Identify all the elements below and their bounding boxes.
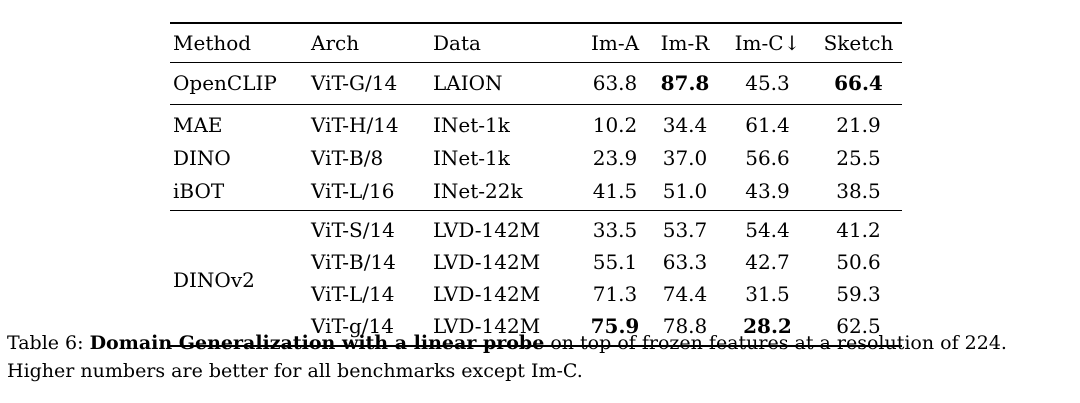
table-row-mae: MAE ViT-H/14 INet-1k 10.2 34.4 61.4 21.9: [170, 105, 902, 142]
cell-im-a: 41.5: [580, 174, 650, 211]
table-row-ibot: iBOT ViT-L/16 INet-22k 41.5 51.0 43.9 38…: [170, 174, 902, 211]
cell-im-r: 74.4: [662, 282, 708, 306]
group-dinov2: DINOv2 ViT-S/14 LVD-142M 33.5 53.7 54.4 …: [170, 211, 902, 347]
cell-im-a: 23.9: [592, 145, 638, 170]
cell-im-r: 78.8: [662, 314, 708, 338]
cell-im-c: 42.7: [745, 250, 790, 274]
cell-im-c: 54.4: [745, 218, 790, 242]
caption-line-2: Higher numbers are better for all benchm…: [7, 360, 583, 382]
cell-im-r: 34.4: [662, 112, 708, 137]
caption-rest: on top of frozen features at a resolutio…: [544, 332, 1007, 354]
cell-data: LVD-142M: [433, 314, 541, 338]
table-row-dinov2-b: ViT-B/14 LVD-142M 55.1 63.3 42.7 50.6: [170, 246, 902, 278]
cell-im-a: 55.1: [592, 250, 638, 274]
cell-im-r: 51.0: [650, 174, 720, 211]
group-openclip: OpenCLIP ViT-G/14 LAION 63.8 87.8 45.3 6…: [170, 62, 902, 105]
table-caption: Table 6: Domain Generalization with a li…: [7, 329, 1077, 385]
cell-im-a-best: 75.9: [590, 314, 640, 338]
table-row-dinov2-g: ViT-g/14 LVD-142M 75.9 78.8 28.2 62.5: [170, 310, 902, 346]
cell-data: INet-22k: [430, 174, 580, 211]
cell-im-r: 37.0: [662, 145, 708, 170]
cell-im-c: 31.5: [745, 282, 790, 306]
table-row-dinov2-s: DINOv2 ViT-S/14 LVD-142M 33.5 53.7 54.4 …: [170, 211, 902, 292]
cell-sketch: 41.2: [836, 218, 881, 242]
cell-method: DINO: [173, 145, 231, 170]
cell-arch: ViT-H/14: [311, 112, 399, 137]
caption-bold-title: Domain Generalization with a linear prob…: [89, 332, 545, 354]
results-table-container: Method Arch Data Im-A Im-R Im-C↓ Sketch …: [170, 22, 902, 347]
cell-method: iBOT: [170, 174, 308, 211]
results-table: Method Arch Data Im-A Im-R Im-C↓ Sketch …: [170, 22, 902, 347]
cell-data: LVD-142M: [433, 250, 541, 274]
cell-sketch: 59.3: [836, 282, 881, 306]
col-header-sketch: Sketch: [815, 23, 902, 63]
cell-arch: ViT-g/14: [311, 314, 394, 338]
cell-im-a: 63.8: [580, 62, 650, 105]
cell-data: LVD-142M: [433, 218, 541, 242]
cell-method: MAE: [173, 112, 223, 137]
col-header-im-a: Im-A: [580, 23, 650, 63]
table-row-openclip: OpenCLIP ViT-G/14 LAION 63.8 87.8 45.3 6…: [170, 62, 902, 105]
cell-data: INet-1k: [433, 112, 510, 137]
cell-sketch: 38.5: [815, 174, 902, 211]
cell-im-a: 10.2: [592, 112, 638, 137]
col-header-arch: Arch: [308, 23, 430, 63]
cell-im-a: 71.3: [592, 282, 638, 306]
cell-im-c: 56.6: [745, 145, 790, 170]
cell-data: INet-1k: [433, 145, 510, 170]
cell-sketch: 62.5: [836, 314, 881, 338]
cell-arch: ViT-L/14: [311, 282, 395, 306]
cell-sketch: 21.9: [836, 112, 881, 137]
cell-data: LVD-142M: [433, 282, 541, 306]
cell-sketch-best: 66.4: [815, 62, 902, 105]
cell-im-c: 61.4: [745, 112, 790, 137]
cell-method-dinov2: DINOv2: [173, 267, 255, 292]
col-header-data: Data: [430, 23, 580, 63]
cell-im-r: 63.3: [662, 250, 708, 274]
cell-im-r: 53.7: [662, 218, 708, 242]
cell-im-c-best: 28.2: [743, 314, 792, 338]
cell-sketch: 50.6: [836, 250, 881, 274]
cell-arch: ViT-B/8: [311, 145, 384, 170]
cell-im-c: 43.9: [720, 174, 815, 211]
col-header-im-c-down: Im-C↓: [720, 23, 815, 63]
cell-im-r-best: 87.8: [650, 62, 720, 105]
caption-label: Table 6:: [7, 332, 90, 354]
cell-data: LAION: [430, 62, 580, 105]
cell-arch: ViT-S/14: [311, 218, 395, 242]
table-row-dinov2-l: ViT-L/14 LVD-142M 71.3 74.4 31.5 59.3: [170, 278, 902, 310]
cell-arch: ViT-L/16: [308, 174, 430, 211]
cell-arch: ViT-G/14: [308, 62, 430, 105]
group-baselines: MAE ViT-H/14 INet-1k 10.2 34.4 61.4 21.9…: [170, 105, 902, 211]
cell-arch: ViT-B/14: [311, 250, 396, 274]
caption-line-1: Table 6: Domain Generalization with a li…: [7, 332, 1007, 354]
cell-im-a: 33.5: [592, 218, 638, 242]
col-header-method: Method: [170, 23, 308, 63]
col-header-im-r: Im-R: [650, 23, 720, 63]
table-row-dino: DINO ViT-B/8 INet-1k 23.9 37.0 56.6 25.5: [170, 141, 902, 174]
cell-im-c: 45.3: [720, 62, 815, 105]
cell-sketch: 25.5: [836, 145, 881, 170]
cell-method: OpenCLIP: [170, 62, 308, 105]
header-row: Method Arch Data Im-A Im-R Im-C↓ Sketch: [170, 23, 902, 63]
